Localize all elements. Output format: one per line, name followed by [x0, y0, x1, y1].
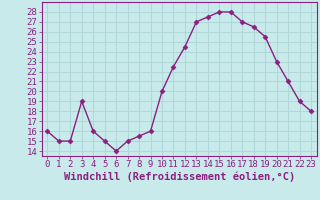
X-axis label: Windchill (Refroidissement éolien,°C): Windchill (Refroidissement éolien,°C)	[64, 172, 295, 182]
